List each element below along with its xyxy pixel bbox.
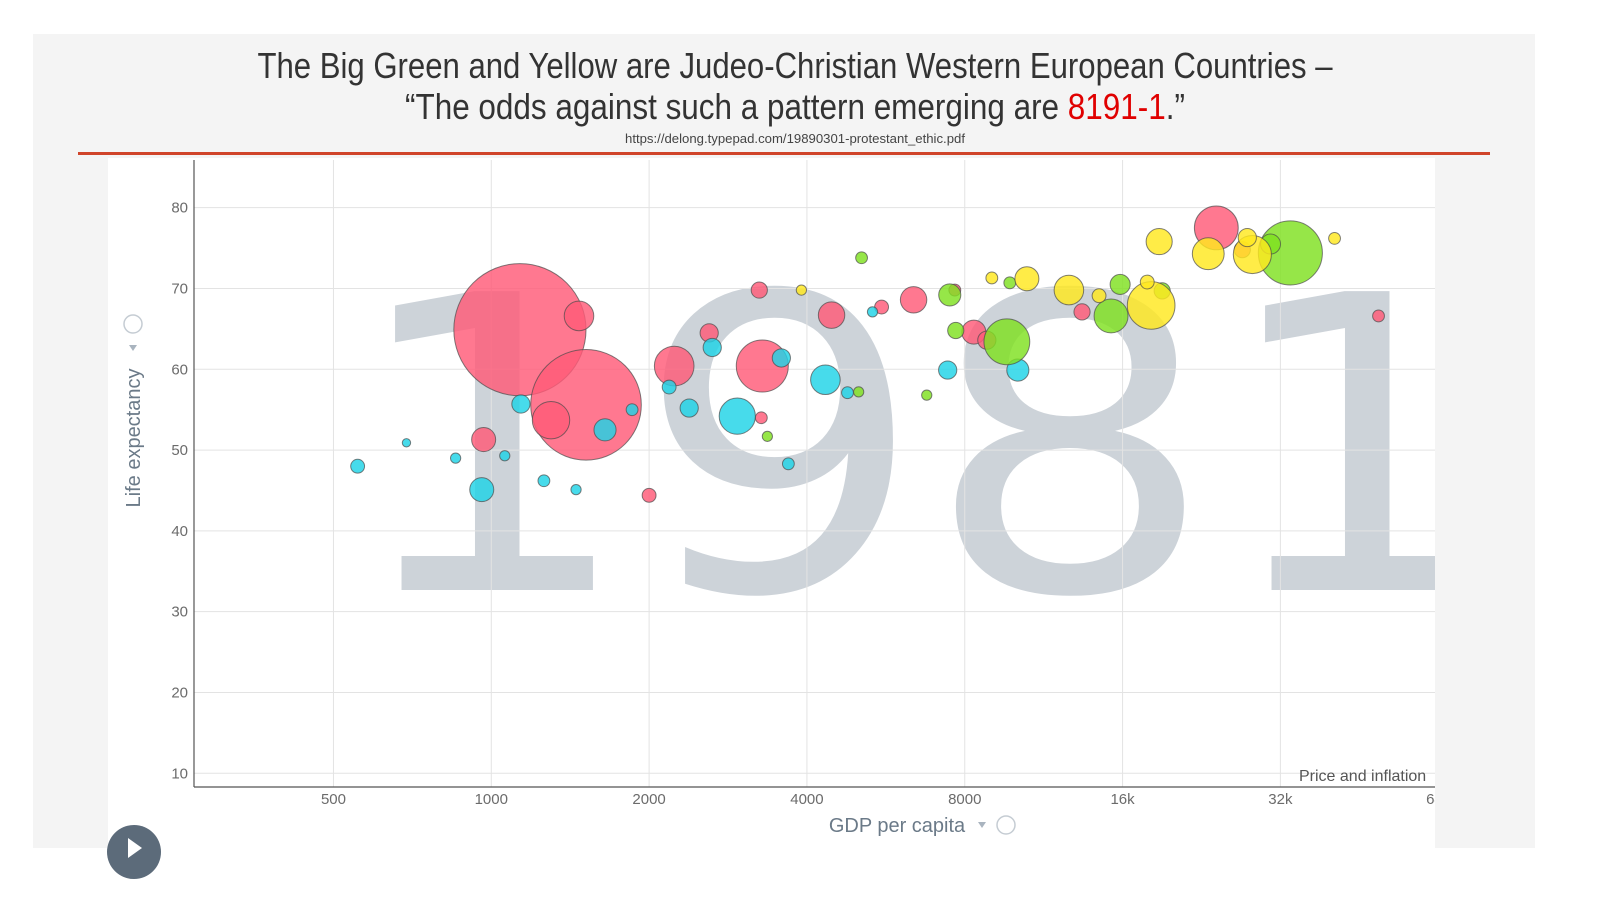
bubble	[853, 386, 865, 398]
y-label-arrow	[129, 345, 137, 351]
bubble	[983, 318, 1031, 366]
bubble	[563, 300, 595, 332]
bubble	[841, 386, 854, 400]
bubble	[401, 438, 412, 448]
bubble	[1003, 276, 1017, 290]
bubble	[938, 360, 958, 380]
bubble	[350, 458, 366, 474]
bubble	[1328, 231, 1341, 245]
bubble	[754, 411, 768, 425]
annotation: Price and inflation	[1299, 768, 1426, 785]
y-tick-label: 80	[171, 200, 188, 217]
y-tick-label: 40	[171, 523, 188, 540]
bubble	[1139, 274, 1155, 290]
title-line-1: The Big Green and Yellow are Judeo-Chris…	[258, 45, 1333, 86]
play-icon	[128, 838, 142, 858]
bubble	[921, 389, 933, 401]
y-tick-label: 70	[171, 280, 188, 297]
bubble	[1109, 273, 1131, 295]
x-tick-label: 32k	[1268, 791, 1293, 808]
y-tick-label: 30	[171, 604, 188, 621]
bubble	[499, 450, 511, 462]
bubble	[1014, 266, 1040, 292]
y-tick-label: 60	[171, 361, 188, 378]
bubble	[449, 452, 462, 464]
x-tick-label: 500	[321, 791, 346, 808]
bubble	[1372, 309, 1385, 323]
bubble	[469, 477, 495, 503]
x-tick-label: 2000	[632, 791, 665, 808]
bubble	[1053, 274, 1085, 306]
bubble	[593, 418, 617, 442]
x-tick-label: 8000	[948, 791, 981, 808]
bubble	[1145, 228, 1173, 256]
x-label-arrow	[978, 822, 986, 828]
bubble	[641, 487, 657, 503]
bubble	[537, 474, 551, 488]
bubble	[866, 306, 879, 318]
bubble	[570, 484, 582, 496]
x-axis-title: GDP per capita	[829, 815, 966, 837]
bubble	[702, 337, 722, 358]
bubble	[817, 301, 846, 329]
bubble	[750, 281, 768, 299]
x-tick-label: 16k	[1110, 791, 1135, 808]
y-tick-label: 20	[171, 684, 188, 701]
x-tick-label: 1000	[475, 791, 508, 808]
bubble	[781, 457, 795, 471]
plot: 1981500100020004000800016k32k64kPrice an…	[194, 160, 1451, 808]
bubble	[1073, 303, 1091, 321]
title-highlight: 8191-1	[1068, 86, 1166, 127]
bubble	[947, 321, 965, 340]
x-tick-label: 4000	[790, 791, 823, 808]
bubble	[761, 430, 773, 442]
y-tick-label: 50	[171, 442, 188, 459]
bubble	[471, 427, 497, 453]
axis-icons	[107, 314, 1016, 879]
y-axis-title: Life expectancy	[123, 369, 145, 508]
bubble	[1191, 237, 1225, 271]
bubble	[1237, 227, 1257, 248]
x-tick-label: 64k	[1426, 791, 1451, 808]
y-help-icon	[123, 314, 143, 334]
bubble	[855, 251, 868, 265]
bubble	[661, 379, 677, 395]
bubble	[810, 364, 841, 396]
title-line-2: “The odds against such a pattern emergin…	[405, 86, 1185, 127]
bubble	[679, 398, 699, 418]
bubble	[718, 397, 756, 435]
bubble	[1091, 288, 1107, 304]
y-tick-label: 10	[171, 765, 188, 782]
bubble	[625, 403, 639, 417]
bubble	[795, 284, 808, 296]
bubble	[1093, 298, 1129, 334]
bubble	[531, 400, 571, 440]
title-text: “The odds against such a pattern emergin…	[405, 86, 1068, 127]
title-text: .”	[1166, 86, 1185, 127]
bubble	[511, 394, 531, 414]
chart-background	[108, 158, 1435, 848]
bubble	[653, 345, 695, 387]
bubble	[899, 286, 928, 314]
bubble	[1126, 281, 1176, 330]
source-url: https://delong.typepad.com/19890301-prot…	[625, 131, 965, 146]
bubble	[771, 348, 791, 368]
bubble	[938, 283, 962, 307]
x-help-icon	[996, 815, 1016, 835]
bubble	[985, 271, 999, 285]
